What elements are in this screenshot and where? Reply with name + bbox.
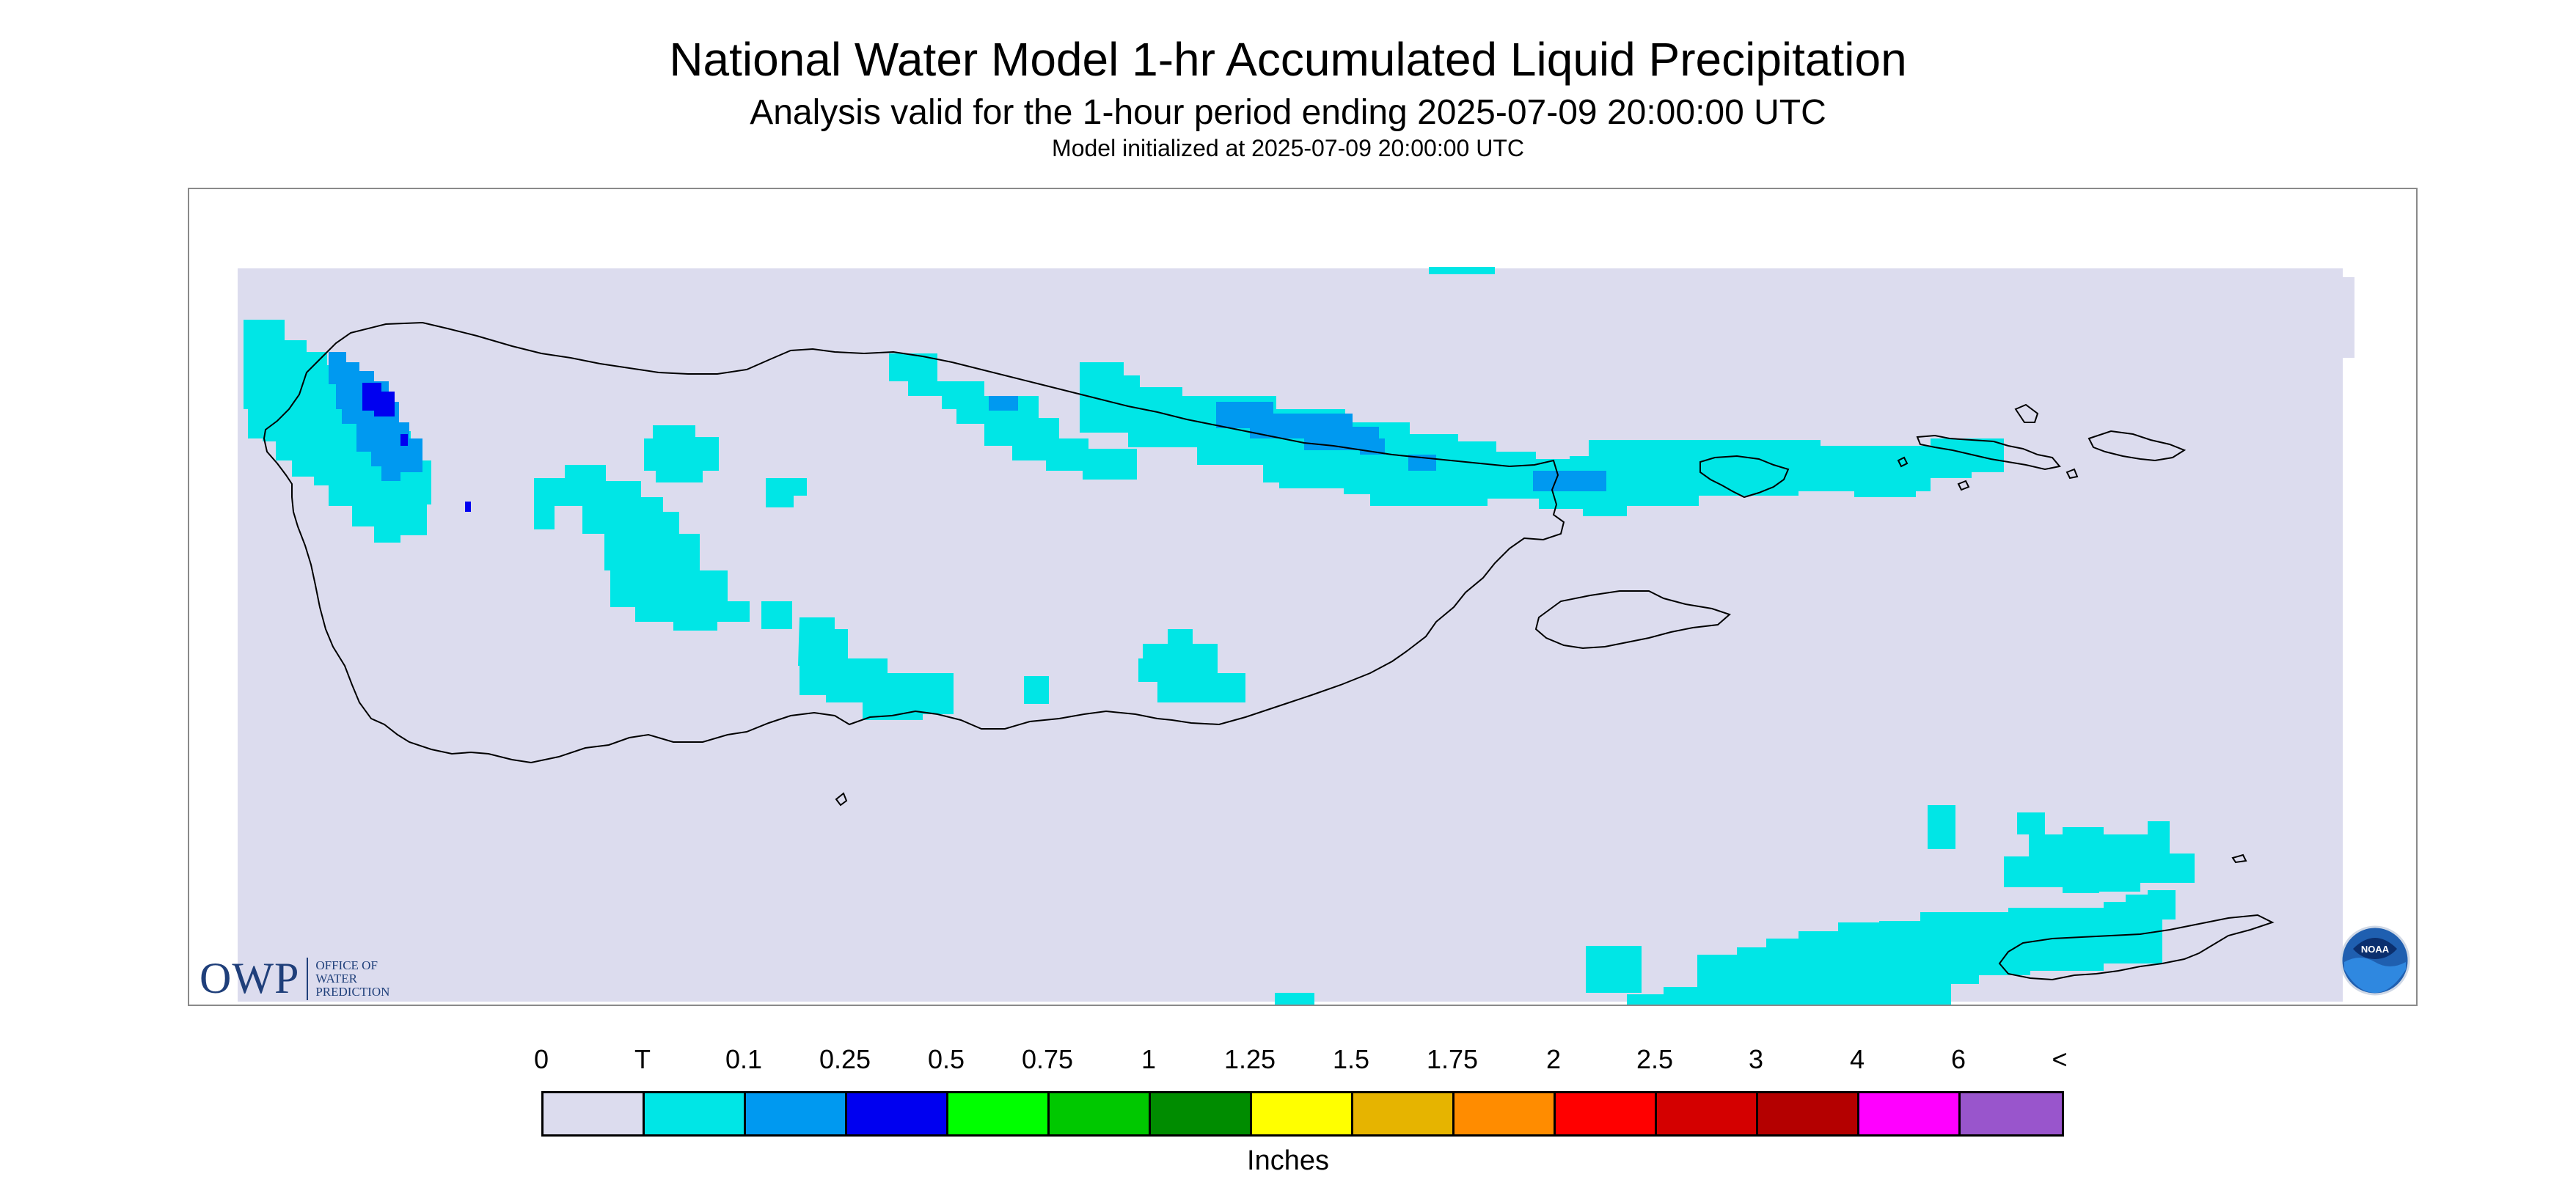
owp-logo-letters: OWP bbox=[200, 954, 300, 1002]
owp-logo: OWP OFFICE OF WATER PREDICTION bbox=[200, 953, 389, 1004]
owp-logo-text: OFFICE OF WATER PREDICTION bbox=[315, 958, 390, 999]
legend-label: 0.75 bbox=[1021, 1044, 1074, 1074]
legend-swatch bbox=[948, 1093, 1050, 1134]
legend-color-bar bbox=[541, 1091, 2064, 1137]
map-title: National Water Model 1-hr Accumulated Li… bbox=[669, 33, 1907, 86]
legend-label: 0.25 bbox=[819, 1044, 871, 1074]
legend-swatch bbox=[1151, 1093, 1252, 1134]
legend-swatch bbox=[1758, 1093, 1859, 1134]
precip-area-central bbox=[1138, 629, 1245, 702]
legend-label: 6 bbox=[1950, 1044, 1966, 1074]
precipitation-legend: 0 T 0.1 0.25 0.5 0.75 1 1.25 1.5 1.75 2 2.5 3 4 6 < Inc… bbox=[0, 1034, 2576, 1181]
precip-area-northeast bbox=[1080, 362, 2004, 516]
precip-area-moderate-west bbox=[362, 383, 395, 416]
legend-swatch bbox=[847, 1093, 948, 1134]
vieques-coastline bbox=[1534, 590, 1731, 650]
owp-logo-divider bbox=[307, 957, 309, 1000]
noaa-logo-text: NOAA bbox=[2361, 944, 2390, 955]
precip-cell bbox=[1429, 267, 1495, 274]
precip-cell bbox=[465, 502, 471, 512]
legend-label: < bbox=[2052, 1044, 2068, 1074]
owp-logo-line: WATER bbox=[315, 971, 358, 985]
legend-label: 1 bbox=[1141, 1044, 1157, 1074]
precip-cell bbox=[1275, 993, 1314, 1005]
legend-label: 4 bbox=[1849, 1044, 1865, 1074]
precip-cell bbox=[400, 434, 408, 446]
culebra-coastline bbox=[1699, 455, 1790, 499]
legend-swatch bbox=[1455, 1093, 1556, 1134]
precip-area-southeast-2 bbox=[2004, 812, 2195, 893]
precip-area-west-central bbox=[534, 465, 750, 631]
vi-small-island-3 bbox=[2231, 854, 2247, 864]
precip-cell bbox=[1533, 471, 1606, 491]
precip-cell bbox=[989, 396, 1018, 411]
precip-area-central-north bbox=[889, 353, 1137, 480]
precip-area-south-central bbox=[798, 617, 954, 720]
map-subtitle: Analysis valid for the 1-hour period end… bbox=[750, 93, 1826, 132]
precip-cell bbox=[1586, 946, 1642, 993]
model-init-time: Model initialized at 2025-07-09 20:00:00… bbox=[1052, 135, 1524, 161]
legend-swatch bbox=[544, 1093, 645, 1134]
saint-john-coastline bbox=[2087, 430, 2187, 462]
legend-swatch bbox=[1353, 1093, 1455, 1134]
legend-swatch bbox=[746, 1093, 847, 1134]
legend-unit: Inches bbox=[1247, 1145, 1329, 1176]
legend-label: 2.5 bbox=[1636, 1044, 1674, 1074]
legend-swatch bbox=[645, 1093, 746, 1134]
precip-cell bbox=[1024, 676, 1049, 704]
legend-label: 2 bbox=[1545, 1044, 1562, 1074]
legend-label: 3 bbox=[1748, 1044, 1764, 1074]
saint-croix-coastline bbox=[1998, 914, 2275, 981]
legend-swatch bbox=[1252, 1093, 1353, 1134]
owp-logo-line: PREDICTION bbox=[315, 984, 390, 999]
legend-swatch bbox=[1859, 1093, 1961, 1134]
moderate-precip-areas bbox=[362, 383, 471, 512]
precip-cell bbox=[761, 601, 792, 629]
puerto-rico-coastline bbox=[263, 321, 1565, 764]
noaa-logo: NOAA bbox=[2340, 925, 2410, 996]
legend-swatch bbox=[1556, 1093, 1657, 1134]
precipitation-map[interactable] bbox=[188, 188, 2418, 1006]
legend-swatch bbox=[1961, 1093, 2062, 1134]
vi-small-island-1 bbox=[1897, 456, 1909, 468]
precip-area-small bbox=[766, 478, 807, 507]
precip-area-small-north bbox=[644, 425, 719, 482]
precip-area-west bbox=[244, 320, 431, 543]
desecheo-coastline bbox=[835, 792, 848, 807]
legend-swatch bbox=[1657, 1093, 1758, 1134]
precip-area-southeast-3 bbox=[1627, 895, 2162, 1005]
coastlines bbox=[263, 321, 2275, 981]
domain-field-strip bbox=[2343, 277, 2354, 358]
legend-swatch bbox=[1050, 1093, 1151, 1134]
legend-label: 1.75 bbox=[1426, 1044, 1479, 1074]
precip-area-light-northeast bbox=[1216, 402, 1385, 455]
vi-small-island-4 bbox=[1957, 480, 1970, 491]
legend-label: 0 bbox=[533, 1044, 549, 1074]
owp-logo-line: OFFICE OF bbox=[315, 958, 378, 972]
map-canvas bbox=[238, 267, 2354, 1005]
legend-label: 0.5 bbox=[927, 1044, 965, 1074]
legend-label: 1.25 bbox=[1223, 1044, 1276, 1074]
legend-label: 0.1 bbox=[725, 1044, 763, 1074]
precip-area-southeast-1 bbox=[1928, 805, 1955, 849]
tortola-coastline bbox=[2014, 403, 2039, 423]
vi-small-island-2 bbox=[2065, 468, 2079, 480]
domain-field bbox=[238, 268, 2343, 1002]
saint-thomas-coastline bbox=[1916, 434, 2061, 471]
trace-precip-areas bbox=[244, 267, 2195, 1005]
legend-label: T bbox=[634, 1044, 651, 1074]
legend-label: 1.5 bbox=[1332, 1044, 1370, 1074]
